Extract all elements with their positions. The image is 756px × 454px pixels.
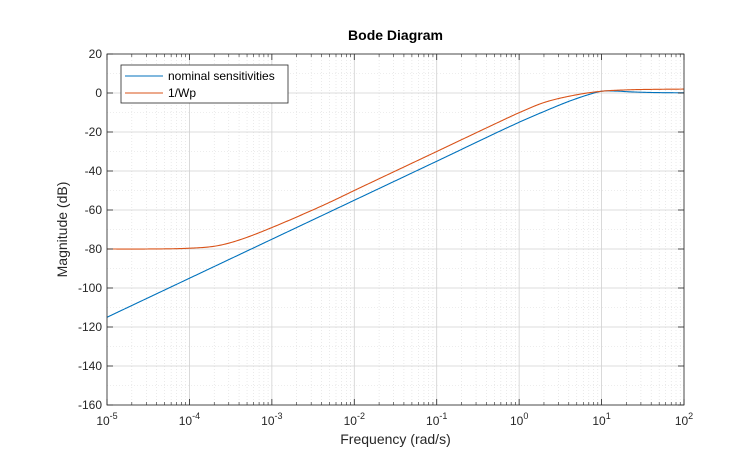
- legend-box: [120, 64, 289, 104]
- y-tick-label: 20: [89, 47, 103, 61]
- axis-ticks: [106, 53, 685, 406]
- x-tick-label: 10-3: [261, 411, 282, 428]
- x-tick-label: 100: [510, 411, 528, 428]
- x-tick-labels: 10-5 10-4 10-3 10-2 10-1 100 101 102: [96, 411, 693, 428]
- series-line-0: [106, 90, 685, 318]
- series-line-1: [107, 88, 685, 250]
- y-tick-label: -140: [78, 359, 102, 373]
- x-tick-label: 10-5: [96, 411, 117, 428]
- y-tick-label: 0: [95, 86, 102, 100]
- legend-label-nominal: nominal sensitivities: [168, 69, 275, 83]
- y-tick-label: -40: [85, 164, 103, 178]
- series-layer: [106, 88, 685, 318]
- x-tick-label: 10-2: [344, 411, 365, 428]
- y-tick-label: -160: [78, 398, 102, 412]
- x-axis-label: Frequency (rad/s): [340, 431, 450, 447]
- y-tick-labels: 20 0 -20 -40 -60 -80 -100 -120 -140 -160: [78, 47, 102, 412]
- axes-box: [106, 53, 685, 406]
- legend: nominal sensitivities 1/Wp: [120, 64, 289, 104]
- y-tick-label: -60: [85, 203, 103, 217]
- x-tick-label: 10-1: [426, 411, 447, 428]
- legend-label-1-wp: 1/Wp: [168, 86, 196, 100]
- y-tick-label: -20: [85, 125, 103, 139]
- y-axis-label: Magnitude (dB): [54, 182, 70, 278]
- minor-grid: [107, 54, 684, 405]
- chart-title: Bode Diagram: [348, 27, 443, 43]
- x-tick-label: 101: [592, 411, 610, 428]
- x-tick-label: 10-4: [179, 411, 200, 428]
- y-tick-label: -80: [85, 242, 103, 256]
- x-tick-label: 102: [675, 411, 693, 428]
- y-tick-label: -100: [78, 281, 102, 295]
- y-tick-label: -120: [78, 320, 102, 334]
